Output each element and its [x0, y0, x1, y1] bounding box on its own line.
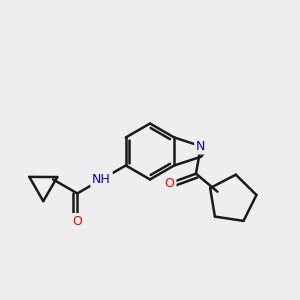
- Text: O: O: [165, 177, 175, 190]
- Text: N: N: [196, 140, 206, 153]
- Text: NH: NH: [92, 173, 111, 186]
- Text: O: O: [72, 215, 82, 228]
